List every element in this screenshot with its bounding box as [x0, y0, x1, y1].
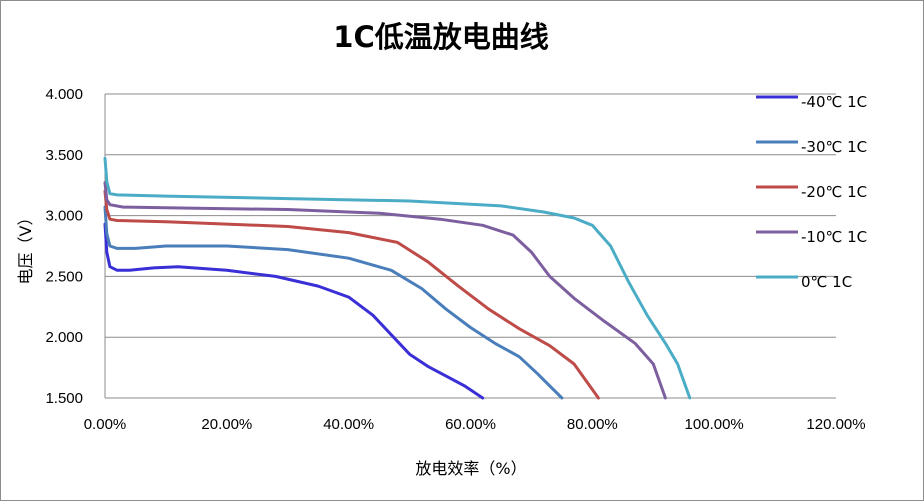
legend-label: -10℃ 1C — [801, 228, 867, 246]
x-tick-label: 100.00% — [685, 416, 744, 433]
chart-title: 1C低温放电曲线 — [333, 20, 548, 54]
x-tick-label: 80.00% — [567, 416, 618, 433]
series-line — [103, 189, 600, 400]
x-tick-label: 20.00% — [201, 416, 252, 433]
x-tick-label: 120.00% — [806, 416, 865, 433]
y-axis-title: 电压（V） — [16, 210, 35, 285]
series-line — [103, 181, 667, 400]
legend-label: 0℃ 1C — [801, 273, 852, 291]
y-tick-label: 2.500 — [45, 268, 83, 285]
gridlines — [105, 93, 836, 338]
x-tick-label: 60.00% — [445, 416, 496, 433]
y-tick-label: 3.000 — [45, 208, 83, 225]
y-tick-label: 4.000 — [45, 86, 83, 103]
y-tick-label: 1.500 — [45, 390, 83, 407]
series-lines — [103, 156, 692, 400]
y-tick-label: 2.000 — [45, 329, 83, 346]
x-axis-title: 放电效率（%） — [415, 459, 526, 478]
x-tick-label: 0.00% — [84, 416, 127, 433]
x-tick-label: 40.00% — [323, 416, 374, 433]
y-tick-label: 3.500 — [45, 147, 83, 164]
legend: -40℃ 1C -30℃ 1C -20℃ 1C -10℃ 1C 0℃ 1C — [756, 93, 867, 291]
series-line — [103, 222, 485, 400]
legend-label: -20℃ 1C — [801, 183, 867, 201]
legend-label: -30℃ 1C — [801, 138, 867, 156]
y-tick-labels: 1.500 2.000 2.500 3.000 3.500 4.000 — [45, 86, 83, 407]
series-line — [103, 156, 692, 400]
legend-label: -40℃ 1C — [801, 93, 867, 111]
series-line — [103, 205, 564, 400]
x-tick-labels: 0.00% 20.00% 40.00% 60.00% 80.00% 100.00% 120.… — [84, 416, 866, 433]
